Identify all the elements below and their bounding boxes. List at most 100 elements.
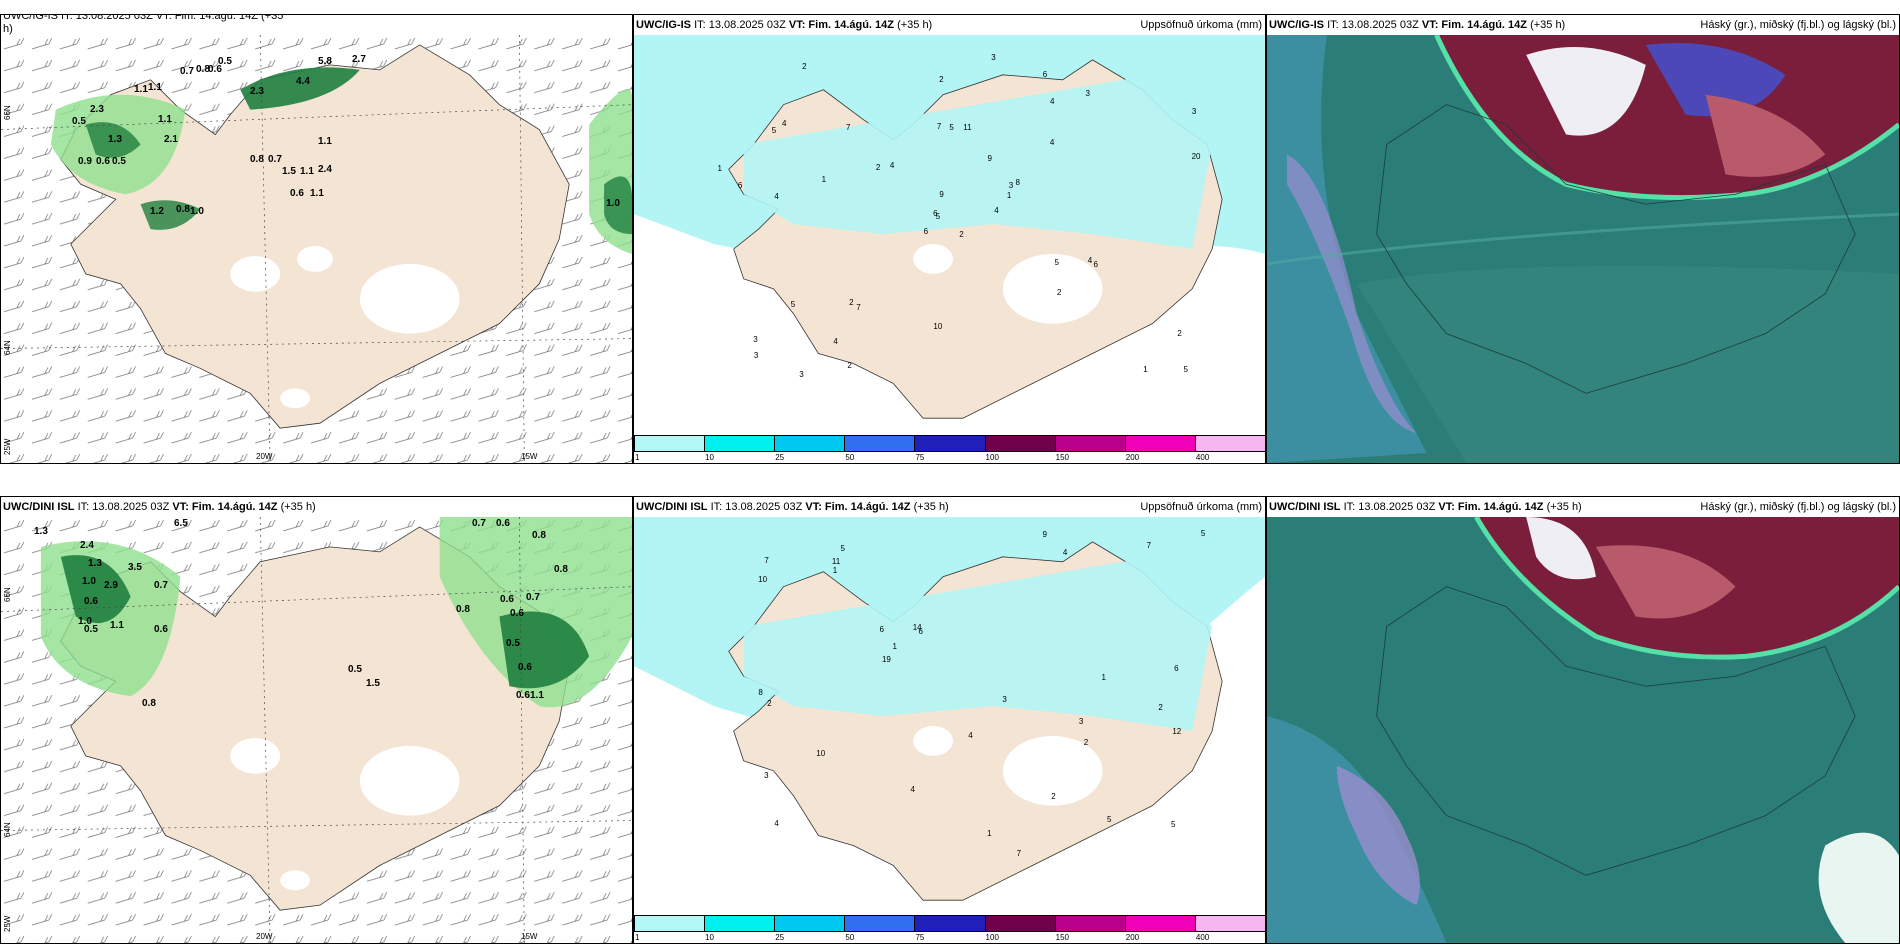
wind-value: 0.5	[112, 156, 126, 167]
precip-value: 2	[959, 230, 964, 240]
legend-label: 50	[845, 933, 855, 942]
wind-value: 0.6	[290, 188, 304, 199]
precip-value: 7	[1016, 848, 1022, 858]
legend-swatch	[1194, 435, 1265, 452]
precip-value: 4	[774, 819, 779, 829]
legend-label: 10	[705, 453, 715, 462]
precip-value: 9	[939, 189, 944, 199]
legend-label: 10	[705, 933, 715, 942]
legend-swatch	[634, 435, 706, 452]
wind-value: 0.7	[472, 518, 486, 529]
wind-value: 1.3	[108, 134, 122, 145]
wind-value: 1.3	[88, 558, 102, 569]
wind-value: 2.9	[104, 580, 118, 591]
legend-label: 25	[775, 453, 785, 462]
wind-value: 0.5	[72, 116, 86, 127]
wind-value: 0.6	[516, 690, 530, 701]
wind-value: 1.1	[310, 188, 324, 199]
wind-map-bottom: 20W 15W 66N 64N 25W	[1, 517, 632, 943]
lon-label-15w-b: 15W	[521, 932, 538, 941]
precip-value: 6	[1093, 260, 1098, 270]
precip-value: 7	[846, 123, 851, 133]
lon-label-20w-b: 20W	[256, 932, 273, 941]
precip-value: 6	[923, 226, 929, 236]
precip-value: 12	[1172, 727, 1182, 737]
wind-value: 1.0	[190, 206, 204, 217]
precip-value: 11	[963, 122, 972, 132]
precip-value: 2	[767, 699, 772, 709]
legend-swatch	[704, 435, 776, 452]
wind-value: 0.5	[84, 624, 98, 635]
precip-value: 2	[1177, 328, 1182, 338]
wind-value: 0.6	[84, 596, 98, 607]
precip-value: 4	[994, 205, 999, 215]
precip-value: 7	[856, 302, 861, 312]
wind-value: 0.5	[506, 638, 520, 649]
precip-map-svg-top	[634, 35, 1265, 463]
legend-label: 75	[915, 933, 925, 942]
legend-swatch	[704, 915, 776, 932]
wind-value: 2.1	[164, 134, 178, 145]
precip-value: 1	[1006, 190, 1012, 200]
legend-label: 100	[985, 453, 999, 462]
precip-value: 9	[1042, 530, 1047, 540]
precip-value: 2	[875, 162, 881, 172]
wind-value: 0.6	[510, 608, 524, 619]
precip-value: 3	[799, 370, 804, 380]
precip-value: 4	[833, 336, 838, 346]
precip-value: 4	[1087, 256, 1093, 266]
wind-value: 0.9	[78, 156, 92, 167]
precip-map-top: 2 5 5 3 3 7 6 11 4 4 2 5 4 3 6 4 3 7 9 5 4 3 4 5 8 6 4 2 6 5 20 6 10 9 7 3 2…	[634, 35, 1265, 463]
precip-value: 3	[1008, 180, 1014, 190]
precip-map-bottom: 3 2 4 5 6 5 3 4 6 7 10 8 7 5 4 6 4 3 14 10 5 7 19 12 9 11 2 2 1 1 1 2 1	[634, 517, 1265, 943]
legend-swatch	[914, 435, 986, 452]
precip-value: 6	[1042, 70, 1048, 80]
precip-value: 5	[771, 125, 777, 135]
precip-panel-bottom: UWC/DINI ISL IT: 13.08.2025 03Z VT: Fim.…	[633, 496, 1266, 944]
precip-value: 1	[1143, 364, 1148, 374]
precip-value: 6	[1174, 664, 1179, 674]
legend-swatch	[984, 915, 1056, 932]
precip-value: 6	[737, 181, 743, 191]
precip-value: 6	[918, 626, 923, 636]
lat-label-25w: 25W	[3, 438, 12, 455]
precip-value: 3	[753, 350, 759, 360]
legend-label: 200	[1125, 453, 1140, 462]
precip-value: 10	[758, 575, 768, 585]
lat-label-64n: 64N	[3, 340, 12, 355]
wind-value: 0.6	[500, 594, 514, 605]
legend-swatch	[774, 915, 846, 932]
wind-value: 0.7	[526, 592, 540, 603]
wind-value: 1.1	[318, 136, 332, 147]
iceland-land-b	[60, 526, 570, 911]
precip-legend-bottom: 1 10 25 50 75 100 150 200 400	[634, 915, 1265, 943]
precip-value: 6	[879, 624, 884, 634]
wind-value: 1.0	[606, 198, 620, 209]
precip-value: 2	[847, 360, 852, 370]
wind-value: 1.0	[82, 576, 96, 587]
precip-value: 6	[933, 208, 938, 218]
wind-value: 2.7	[352, 54, 366, 65]
legend-swatch	[1124, 435, 1196, 452]
lon-label-20w: 20W	[256, 452, 273, 461]
legend-label: 25	[775, 933, 785, 942]
precip-value: 8	[1015, 177, 1020, 187]
legend-swatch	[844, 915, 916, 932]
cloud-map-svg-top	[1267, 35, 1899, 463]
precip-value: 2	[1083, 738, 1089, 748]
precip-value: 5	[840, 544, 845, 554]
precip-value: 19	[881, 654, 891, 664]
precip-value: 5	[1183, 365, 1188, 375]
wind-value: 1.1	[134, 84, 148, 95]
legend-swatch	[1054, 915, 1126, 932]
lat-label-66n: 66N	[3, 105, 12, 120]
precip-value: 3	[1191, 107, 1197, 117]
precip-value: 2	[1056, 288, 1062, 298]
wind-value: 6.5	[174, 518, 188, 529]
legend-swatch	[774, 435, 846, 452]
precip-map-svg-bottom	[634, 517, 1265, 943]
wind-value: 1.0	[78, 616, 92, 627]
precip-value: 4	[889, 160, 895, 170]
wind-value: 0.6	[154, 624, 168, 635]
precip-value: 3	[1085, 88, 1090, 98]
